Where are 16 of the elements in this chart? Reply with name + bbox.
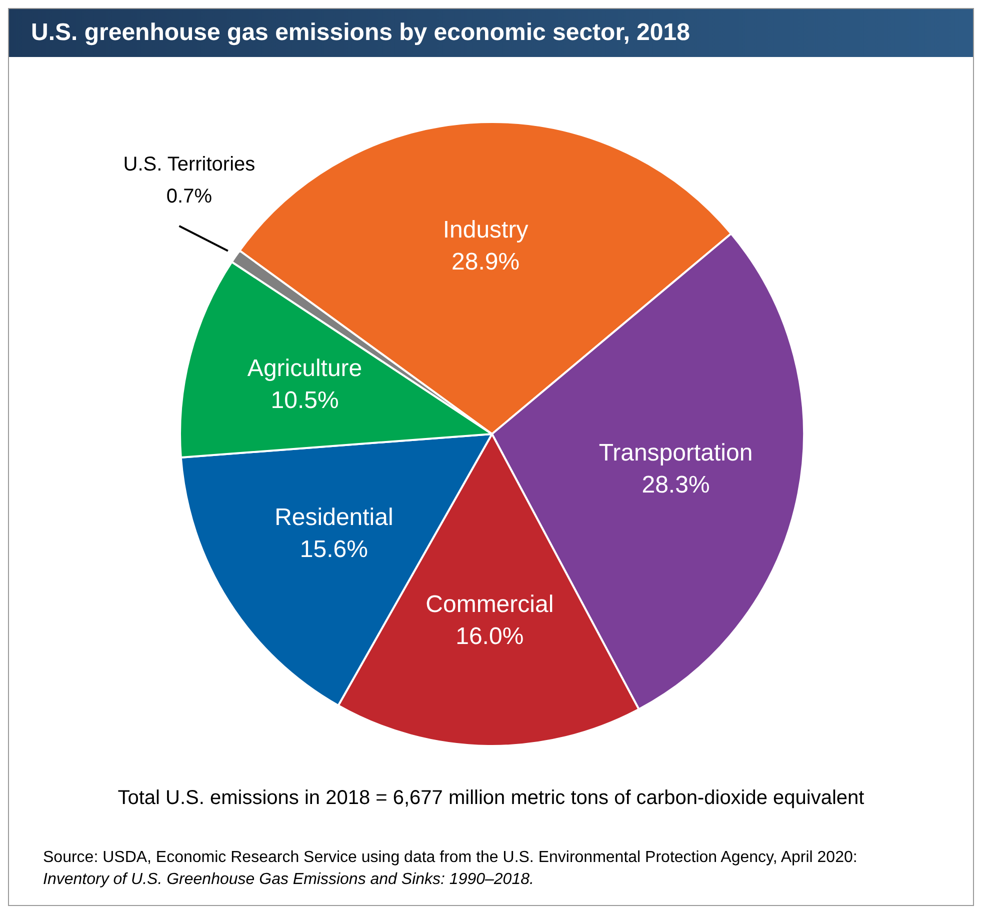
- text: Inventory of U.S. Greenhouse Gas Emissions and Sinks: 1990–2018.: [43, 871, 534, 888]
- data-label: 10.5%: [270, 386, 339, 414]
- slice-label: Transportation: [598, 439, 753, 466]
- slice-label: Industry: [442, 216, 528, 244]
- data-label: 16.0%: [456, 622, 524, 650]
- slice-label: Agriculture: [247, 354, 362, 382]
- data-label: 28.9%: [452, 248, 520, 276]
- slice-label: Commercial: [426, 590, 554, 618]
- data-label: 0.7%: [166, 185, 212, 208]
- text: Total U.S. emissions in 2018 = 6,677 million metric tons of carbon-dioxide equivalent: [116, 787, 866, 810]
- chart-title: U.S. greenhouse gas emissions by economic sector, 2018: [9, 9, 973, 57]
- slice-label: U.S. Territories: [123, 153, 256, 176]
- data-label: 15.6%: [300, 536, 368, 563]
- data-label: 28.3%: [642, 471, 710, 498]
- slice-label: Residential: [274, 504, 394, 531]
- source-note: Source: USDA, Economic Research Service using data from the U.S. Environmental Protection Agency, April 2020:: [43, 849, 858, 866]
